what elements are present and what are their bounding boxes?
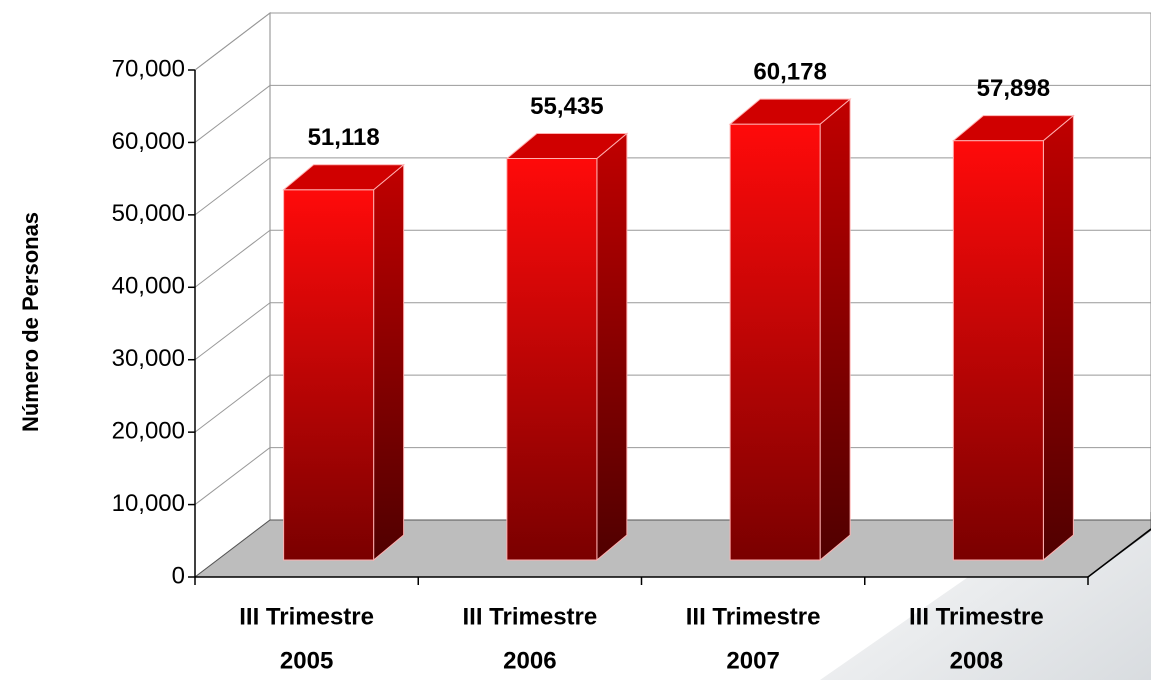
grid-line xyxy=(194,12,271,71)
bar-top xyxy=(951,115,1075,142)
grid-line xyxy=(194,157,271,216)
y-tick-label: 30,000 xyxy=(112,345,185,372)
x-tick-label: 2007 xyxy=(726,647,779,674)
grid-line xyxy=(194,229,271,288)
value-label: 51,118 xyxy=(308,124,380,151)
y-tick-label: 50,000 xyxy=(112,200,185,227)
y-tick-label: 40,000 xyxy=(112,273,185,300)
y-tick-label: 20,000 xyxy=(112,417,185,444)
bar xyxy=(282,163,406,562)
value-label: 60,178 xyxy=(753,58,826,85)
x-tick-label: III Trimestre xyxy=(463,603,598,630)
bar-front xyxy=(729,123,821,561)
x-tick-label: 2005 xyxy=(280,647,333,674)
y-tick-label: 70,000 xyxy=(112,55,185,82)
bar xyxy=(505,132,629,562)
value-label: 57,898 xyxy=(977,75,1050,102)
floor-edge xyxy=(1087,528,1151,578)
bar-top xyxy=(505,132,629,159)
y-tick-label: 60,000 xyxy=(112,128,185,155)
x-tick-label: III Trimestre xyxy=(239,603,374,630)
grid-line xyxy=(194,85,271,143)
y-tick-label: 0 xyxy=(172,562,185,589)
bar-front xyxy=(283,189,375,561)
bar-top xyxy=(282,164,406,191)
side-wall xyxy=(194,11,271,579)
grid-line xyxy=(194,447,271,505)
bar-top xyxy=(728,98,852,125)
x-tick-label: 2008 xyxy=(950,647,1003,674)
bar-side xyxy=(373,163,405,562)
grid-line xyxy=(194,302,271,361)
grid-line xyxy=(194,374,271,433)
bar xyxy=(728,98,852,562)
x-tick-label: 2006 xyxy=(503,647,556,674)
y-tick-label: 10,000 xyxy=(112,490,185,517)
value-label: 55,435 xyxy=(530,93,603,120)
bar-side xyxy=(819,98,851,562)
bar-front xyxy=(506,157,598,561)
bar-side xyxy=(596,132,628,562)
bar xyxy=(951,114,1075,562)
x-tick-label: III Trimestre xyxy=(909,603,1044,630)
bar-side xyxy=(1042,114,1074,562)
bar-front xyxy=(952,140,1044,561)
y-axis-label: Número de Personas xyxy=(18,212,43,432)
x-tick-label: III Trimestre xyxy=(686,603,821,630)
